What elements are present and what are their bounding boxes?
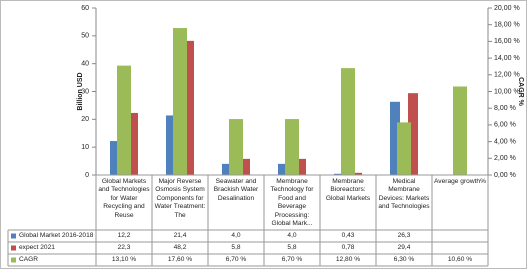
bar [352,172,362,175]
table-value: 29,4 [397,244,411,251]
y-tick-label: 60 [81,5,89,12]
y2-tick-label: 2,00 % [494,155,516,162]
table-value: 26,3 [397,232,411,239]
category-label: Major Reverse Osmosis System Components … [154,178,206,219]
y-tick-label: 30 [81,88,89,95]
y2-axis-title: CAGR % [517,77,524,107]
y-tick-label: 20 [81,116,89,123]
table-value: 4,0 [231,232,241,239]
bar [173,28,187,176]
bar [453,86,467,175]
legend-swatch [11,233,16,239]
y2-tick-label: 12,00 % [494,72,520,79]
category-label: Seawater and Brackish Water Desalination [213,178,259,202]
table-value: 0,43 [341,232,355,239]
y2-tick-label: 14,00 % [494,55,520,62]
bar [184,40,194,175]
bar [166,115,176,175]
bar [278,163,288,175]
bar [341,68,355,175]
category-label: Global Markets and Technologies for Wate… [98,178,150,219]
legend-label: CAGR [19,256,39,263]
table-value: 21,4 [173,232,187,239]
y2-tick-label: 6,00 % [494,122,516,129]
y-tick-label: 40 [81,61,89,68]
legend-swatch [11,245,16,251]
legend-swatch [11,257,16,263]
table-value: 12,2 [117,232,131,239]
bar [397,122,411,175]
bar [334,173,344,175]
table-value: 10,60 % [447,256,473,263]
y2-tick-label: 20,00 % [494,5,520,12]
bar [229,119,243,175]
y-tick-label: 50 [81,33,89,40]
table-value: 12,80 % [335,256,361,263]
table-value: 22,3 [117,244,131,251]
bar [240,158,250,175]
bar [128,112,138,175]
bar [296,158,306,175]
table-value: 6,70 % [225,256,247,263]
bar [117,65,131,175]
y2-tick-label: 8,00 % [494,105,516,112]
y2-tick-label: 0,00 % [494,172,516,179]
y-tick-label: 0 [85,172,89,179]
table-value: 6,30 % [393,256,415,263]
bar [110,141,120,175]
bar [222,163,232,175]
table-value: 48,2 [173,244,187,251]
bar [408,93,418,175]
bar [390,101,400,175]
table-value: 4,0 [287,232,297,239]
table-value: 5,8 [287,244,297,251]
legend-label: Global Market 2016-2018 [19,232,94,239]
y2-tick-label: 10,00 % [494,88,520,95]
table-value: 6,70 % [281,256,303,263]
y2-tick-label: 16,00 % [494,38,520,45]
y2-tick-label: 18,00 % [494,22,520,29]
y2-tick-label: 4,00 % [494,138,516,145]
bar [285,119,299,175]
table-value: 17,60 % [167,256,193,263]
table-value: 5,8 [231,244,241,251]
y-tick-label: 10 [81,144,89,151]
category-label: Membrane Bioreactors: Global Markets [325,178,371,202]
table-value: 13,10 % [111,256,137,263]
y-axis-title: Billion USD [77,72,84,110]
category-label: Medical Membrane Devices: Markets and Te… [378,178,430,211]
legend-label: expect 2021 [19,244,55,251]
category-label: Average growth% [434,178,486,185]
table-value: 0,78 [341,244,355,251]
category-label: Membrane Technology for Food and Beverag… [270,178,314,228]
